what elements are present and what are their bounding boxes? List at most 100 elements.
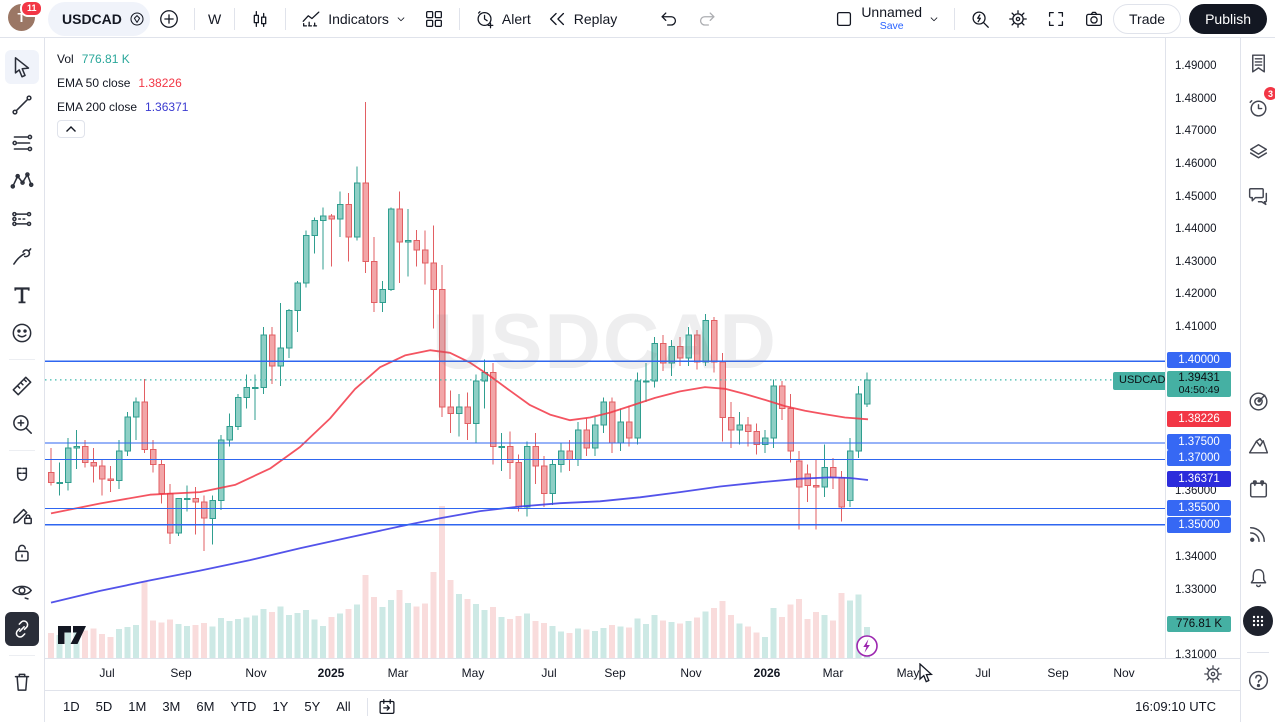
alerts-icon[interactable]: 3 (1243, 87, 1275, 122)
cursor-tool[interactable] (5, 50, 39, 84)
go-to-date-button[interactable] (376, 696, 398, 718)
range-6m-button[interactable]: 6M (196, 699, 215, 714)
object-tree-icon[interactable] (1243, 136, 1273, 166)
time-tick: 2026 (753, 666, 781, 680)
legend-ema50-row[interactable]: EMA 50 close 1.38226 (57, 71, 188, 95)
indicators-button[interactable]: Indicators (292, 3, 415, 35)
notifications-icon[interactable] (1243, 562, 1273, 592)
help-icon[interactable] (1243, 665, 1273, 695)
range-ytd-button[interactable]: YTD (230, 699, 257, 714)
settings-button[interactable] (999, 3, 1037, 35)
bar-countdown: 04:50:49 (1178, 384, 1220, 396)
price-tick: 1.42000 (1175, 288, 1217, 300)
trend-line-tool[interactable] (5, 88, 39, 122)
range-1y-button[interactable]: 1Y (272, 699, 289, 714)
drawing-lock-tool[interactable] (5, 498, 39, 532)
chart-pane[interactable]: USDCAD Vol 776.81 K EMA 50 close 1.38226 E… (45, 38, 1165, 658)
legend-ema200-row[interactable]: EMA 200 close 1.36371 (57, 95, 188, 119)
divider (366, 697, 368, 716)
screener-icon[interactable] (1243, 386, 1273, 416)
ema200-study-label: EMA 200 close (57, 100, 138, 114)
ideas-icon[interactable] (1243, 430, 1273, 460)
timeframe-button[interactable]: W (208, 10, 222, 27)
candlestick-chart[interactable] (45, 38, 1165, 658)
replay-icon (545, 7, 569, 31)
quick-search-icon (968, 7, 992, 31)
legend-collapse-button[interactable] (57, 120, 85, 138)
indicator-templates-button[interactable] (415, 3, 453, 35)
top-toolbar: T 11 USDCAD W Indicators Alert Replay Un… (0, 0, 1275, 38)
emoji-tool[interactable] (5, 316, 39, 350)
chart-style-button[interactable] (241, 3, 279, 35)
brush-tool[interactable] (5, 240, 39, 274)
divider (458, 7, 460, 30)
lock-all-tool[interactable] (5, 536, 39, 570)
indicators-icon (299, 7, 323, 31)
symbol-search-icon (128, 7, 146, 31)
clock[interactable]: 16:09:10 UTC (1135, 699, 1216, 714)
divider (234, 7, 236, 30)
fib-retracement-tool[interactable] (5, 126, 39, 160)
symbol-search-button[interactable]: USDCAD (48, 1, 150, 36)
price-tick: 1.41000 (1175, 321, 1217, 333)
layout-square-icon (832, 7, 856, 31)
fullscreen-button[interactable] (1037, 3, 1075, 35)
save-link[interactable]: Save (879, 20, 904, 33)
publish-button[interactable]: Publish (1189, 3, 1267, 34)
hide-all-tool[interactable] (5, 574, 39, 608)
range-all-button[interactable]: All (336, 699, 351, 714)
price-level-badge: 776.81 K (1167, 616, 1231, 632)
undo-button[interactable] (650, 3, 688, 35)
quick-search-button[interactable] (961, 3, 999, 35)
time-axis[interactable]: Jul Sep Nov 2025 Mar May Jul Sep Nov 2026 Mar May Ju… (45, 658, 1240, 690)
pattern-tool[interactable] (5, 164, 39, 198)
trade-button[interactable]: Trade (1113, 3, 1182, 34)
measure-tool[interactable] (5, 369, 39, 403)
price-tick: 1.47000 (1175, 125, 1217, 137)
streams-icon[interactable] (1243, 518, 1273, 548)
watchlist-icon[interactable] (1243, 48, 1273, 78)
range-3m-button[interactable]: 3M (162, 699, 181, 714)
time-tick: Nov (680, 666, 702, 680)
forecast-tool[interactable] (5, 202, 39, 236)
alert-label: Alert (501, 10, 531, 27)
axis-settings-gear-icon[interactable] (1202, 663, 1224, 685)
price-tick: 1.45000 (1175, 191, 1217, 203)
chat-icon[interactable] (1243, 180, 1273, 210)
price-tick: 1.34000 (1175, 551, 1217, 563)
magnet-tool[interactable] (5, 460, 39, 494)
time-tick: Jul (975, 666, 991, 680)
time-tick: Sep (1047, 666, 1069, 680)
alert-button[interactable]: Alert (466, 3, 538, 35)
toolbar-divider (9, 655, 35, 656)
layout-save-button[interactable]: Unnamed Save (825, 1, 948, 36)
volume-study-label: Vol (57, 52, 74, 66)
zoom-in-tool[interactable] (5, 407, 39, 441)
range-1m-button[interactable]: 1M (128, 699, 147, 714)
redo-button[interactable] (688, 3, 726, 35)
time-tick: Jul (99, 666, 115, 680)
chevron-down-icon (394, 7, 408, 31)
plus-circle-icon (157, 7, 181, 31)
tradingview-logo[interactable] (57, 623, 91, 652)
price-level-badge: 1.35500 (1167, 500, 1231, 516)
instant-order-lightning-icon[interactable] (855, 634, 879, 658)
compare-add-button[interactable] (150, 3, 188, 35)
price-axis[interactable]: 1.49000 1.48000 1.47000 1.46000 1.45000 1.440… (1165, 38, 1240, 661)
sync-drawings-tool[interactable] (5, 612, 39, 646)
calendar-icon[interactable] (1243, 474, 1273, 504)
range-5d-button[interactable]: 5D (95, 699, 113, 714)
sidebar-divider (1247, 652, 1269, 653)
replay-label: Replay (573, 10, 618, 27)
legend-volume-row[interactable]: Vol 776.81 K (57, 47, 188, 71)
replay-button[interactable]: Replay (538, 3, 625, 35)
time-tick: May (896, 666, 920, 680)
price-tick: 1.33000 (1175, 584, 1217, 596)
user-menu[interactable]: T 11 (8, 0, 43, 34)
text-tool[interactable] (5, 278, 39, 312)
range-5y-button[interactable]: 5Y (304, 699, 321, 714)
snapshot-button[interactable] (1075, 3, 1113, 35)
range-1d-button[interactable]: 1D (63, 699, 80, 714)
remove-objects-tool[interactable] (5, 665, 39, 699)
apps-icon[interactable] (1243, 606, 1273, 636)
